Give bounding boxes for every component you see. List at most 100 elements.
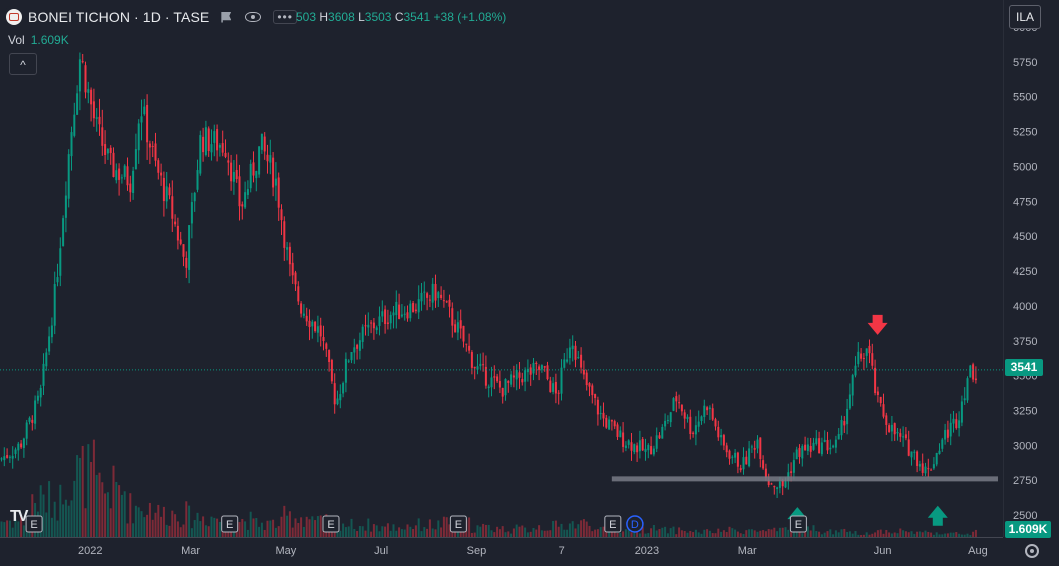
up-arrow-marker[interactable] [927, 505, 948, 526]
earnings-marker[interactable] [25, 515, 43, 533]
volume-bar [498, 529, 501, 537]
candle [406, 312, 409, 319]
candle [736, 452, 739, 467]
volume-bar [386, 523, 389, 537]
candle [767, 479, 770, 485]
candle [456, 322, 459, 333]
candle [400, 314, 403, 317]
candle [302, 313, 305, 316]
volume-bar [496, 526, 499, 537]
volume-bar [924, 530, 927, 537]
volume-bar [162, 506, 165, 537]
candle [932, 464, 935, 469]
volume-bar [753, 530, 756, 537]
eye-icon[interactable] [245, 12, 262, 22]
volume-bar [624, 529, 627, 537]
symbol-header[interactable]: BONEI TICHON · 1D · TASE ••• [6, 6, 301, 28]
candle [8, 456, 11, 458]
candle [28, 417, 31, 422]
candle [664, 420, 667, 427]
candle [549, 380, 552, 393]
volume-bar [350, 518, 353, 537]
candle [974, 378, 977, 381]
earnings-marker[interactable] [449, 515, 467, 533]
volume-bar [300, 517, 303, 537]
earnings-marker[interactable] [322, 515, 340, 533]
candle [143, 106, 146, 115]
candle [851, 375, 854, 396]
volume-legend: Vol 1.609K [8, 33, 69, 47]
candle [764, 468, 767, 478]
earnings-marker[interactable] [789, 515, 807, 533]
volume-bar [143, 517, 146, 537]
volume-bar [302, 526, 305, 537]
candle [258, 146, 261, 175]
candle [70, 132, 73, 157]
volume-bar [342, 523, 345, 537]
last-price-badge: 3541 [1005, 359, 1043, 376]
candle [812, 442, 815, 450]
candle [146, 104, 149, 143]
y-tick-label: 3250 [1013, 405, 1037, 417]
volume-bar [476, 525, 479, 537]
candle [109, 147, 112, 154]
volume-bar [98, 472, 101, 537]
volume-bar [482, 523, 485, 537]
volume-bar [787, 529, 790, 537]
volume-bar [921, 532, 924, 537]
price-axis[interactable] [1003, 0, 1059, 566]
volume-bar [440, 527, 443, 537]
y-tick-label: 5250 [1013, 127, 1037, 139]
event-marker-label: E [30, 519, 37, 531]
volume-bar [972, 531, 975, 537]
candle [675, 396, 678, 402]
candle [521, 379, 524, 383]
volume-bar [132, 523, 135, 537]
volume-bar [650, 528, 653, 537]
volume-bar [241, 518, 244, 537]
volume-bar [339, 530, 342, 537]
candle [885, 415, 888, 425]
volume-bar [274, 527, 277, 537]
volume-bar [680, 530, 683, 537]
collapse-icon[interactable]: ^ [9, 53, 37, 75]
candle [221, 143, 224, 153]
candle [504, 379, 507, 396]
dividend-marker[interactable] [626, 515, 644, 533]
earnings-marker[interactable] [604, 515, 622, 533]
candle [832, 445, 835, 448]
candle [325, 343, 328, 349]
candle [644, 448, 647, 452]
candle [269, 155, 272, 163]
down-arrow-marker[interactable] [867, 314, 888, 335]
candle [322, 337, 325, 341]
candle [381, 311, 384, 317]
candle [294, 272, 297, 285]
candle [580, 354, 583, 368]
more-icon[interactable]: ••• [273, 10, 297, 24]
settings-icon[interactable] [1025, 544, 1039, 558]
volume-bar [392, 524, 395, 537]
candle [36, 395, 39, 401]
x-tick-label: Mar [738, 545, 757, 557]
candle [370, 322, 373, 324]
event-marker-label: D [631, 519, 639, 531]
volume-bar [255, 518, 258, 537]
flag-icon[interactable] [221, 11, 232, 23]
candle [230, 162, 233, 182]
volume-bar [955, 532, 958, 537]
volume-bar [566, 529, 569, 537]
volume-bar [865, 532, 868, 537]
candle [728, 450, 731, 459]
candle [538, 366, 541, 370]
volume-bar [804, 530, 807, 537]
volume-bar [151, 519, 154, 537]
candle [722, 435, 725, 446]
volume-bar [932, 534, 935, 537]
candle [101, 127, 104, 146]
currency-button[interactable]: ILA [1009, 5, 1041, 29]
earnings-marker[interactable] [221, 515, 239, 533]
candle [118, 168, 121, 180]
volume-bar [95, 474, 98, 537]
